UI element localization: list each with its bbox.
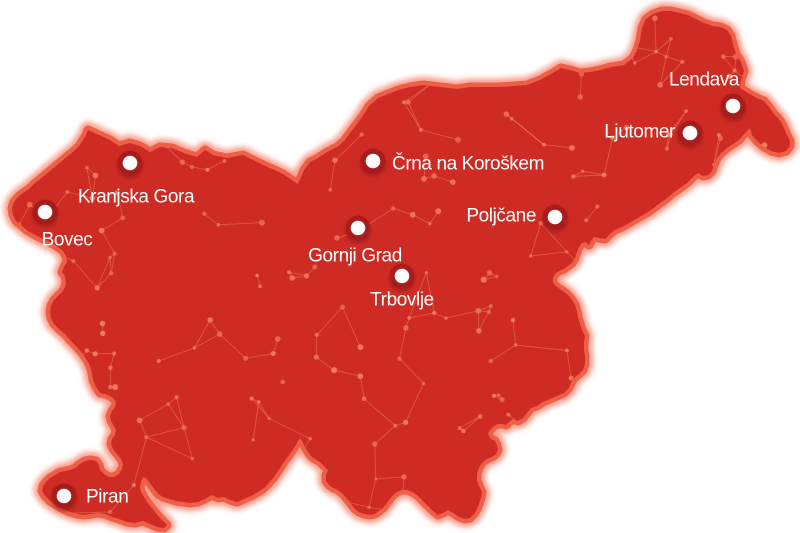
city-markers: Bovec Kranjska Gora Piran Črna na Koroškem G…: [32, 70, 746, 509]
city-marker-crna-na-koroskem[interactable]: Črna na Koroškem: [360, 148, 545, 175]
marker-center-icon: [394, 268, 410, 284]
marker-center-icon: [725, 98, 741, 114]
city-label-crna-na-koroskem: Črna na Koroškem: [392, 153, 544, 175]
city-marker-poljcane[interactable]: Poljčane: [466, 204, 568, 230]
city-marker-kranjska-gora[interactable]: Kranjska Gora: [78, 150, 195, 208]
marker-center-icon: [365, 153, 381, 169]
marker-center-icon: [682, 125, 698, 141]
marker-center-icon: [37, 204, 53, 220]
city-marker-piran[interactable]: Piran: [51, 483, 129, 509]
city-label-lendava: Lendava: [669, 70, 740, 91]
marker-center-icon: [547, 209, 563, 225]
city-label-piran: Piran: [86, 487, 128, 508]
city-marker-trbovlje[interactable]: Trbovlje: [370, 263, 434, 311]
city-label-ljutomer: Ljutomer: [604, 122, 676, 143]
marker-center-icon: [350, 220, 366, 236]
city-label-kranjska-gora: Kranjska Gora: [78, 187, 195, 208]
city-label-gornji-grad: Gornji Grad: [308, 246, 402, 267]
city-label-poljcane: Poljčane: [466, 206, 536, 227]
city-marker-lendava[interactable]: Lendava: [669, 70, 746, 119]
city-marker-gornji-grad[interactable]: Gornji Grad: [308, 215, 402, 267]
city-marker-bovec[interactable]: Bovec: [32, 199, 93, 251]
marker-center-icon: [122, 155, 138, 171]
marker-center-icon: [56, 488, 72, 504]
city-marker-ljutomer[interactable]: Ljutomer: [604, 120, 703, 146]
city-label-bovec: Bovec: [42, 230, 93, 251]
city-label-trbovlje: Trbovlje: [370, 290, 434, 311]
